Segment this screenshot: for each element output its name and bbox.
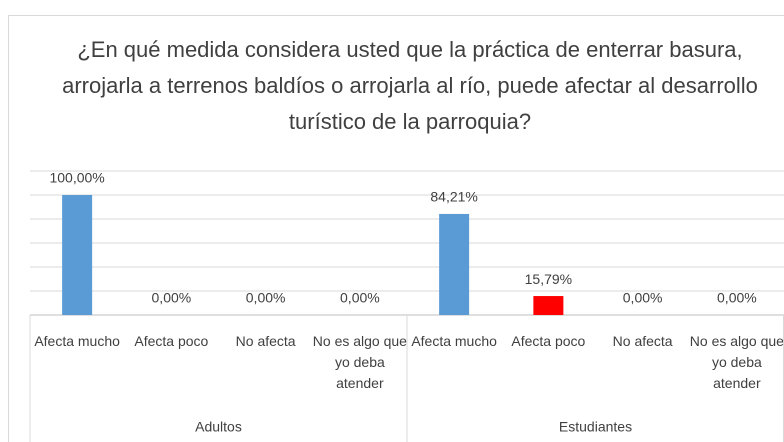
x-tick-label: Afecta poco	[134, 333, 209, 349]
value-label: 84,21%	[430, 189, 477, 205]
value-label: 100,00%	[49, 170, 104, 186]
group-label: Adultos	[195, 419, 242, 435]
x-tick-label: No afecta	[235, 333, 296, 349]
group-label: Estudiantes	[559, 419, 632, 435]
chart-border	[8, 15, 784, 442]
x-tick-label-box: Afecta mucho	[411, 333, 497, 349]
x-tick-label: Afecta mucho	[411, 333, 497, 349]
x-tick-label-box: No es algo que yo deba atender	[312, 333, 407, 391]
x-tick-label: Afecta mucho	[34, 333, 120, 349]
x-tick-label: Afecta poco	[511, 333, 586, 349]
x-tick-label-box: No es algo que yo deba atender	[689, 333, 784, 391]
title-box: ¿En qué medida considera usted que la pr…	[62, 37, 758, 134]
x-tick-label-box: Afecta poco	[511, 333, 586, 349]
value-label: 0,00%	[152, 290, 192, 306]
bar	[62, 195, 93, 315]
x-tick-label-box: Afecta poco	[134, 333, 209, 349]
x-tick-label-box: No afecta	[235, 333, 296, 349]
value-label: 0,00%	[623, 290, 663, 306]
bar	[533, 296, 564, 315]
value-label: 15,79%	[525, 271, 572, 287]
x-tick-label-box: No afecta	[612, 333, 673, 349]
x-tick-label: No afecta	[612, 333, 673, 349]
chart-title: ¿En qué medida considera usted que la pr…	[62, 37, 758, 134]
x-tick-label-box: Afecta mucho	[34, 333, 120, 349]
value-label: 0,00%	[246, 290, 286, 306]
bar	[439, 213, 470, 315]
value-label: 0,00%	[717, 290, 757, 306]
x-tick-label: No es algo que yo deba atender	[689, 333, 784, 391]
value-label: 0,00%	[340, 290, 380, 306]
x-tick-label: No es algo que yo deba atender	[312, 333, 407, 391]
